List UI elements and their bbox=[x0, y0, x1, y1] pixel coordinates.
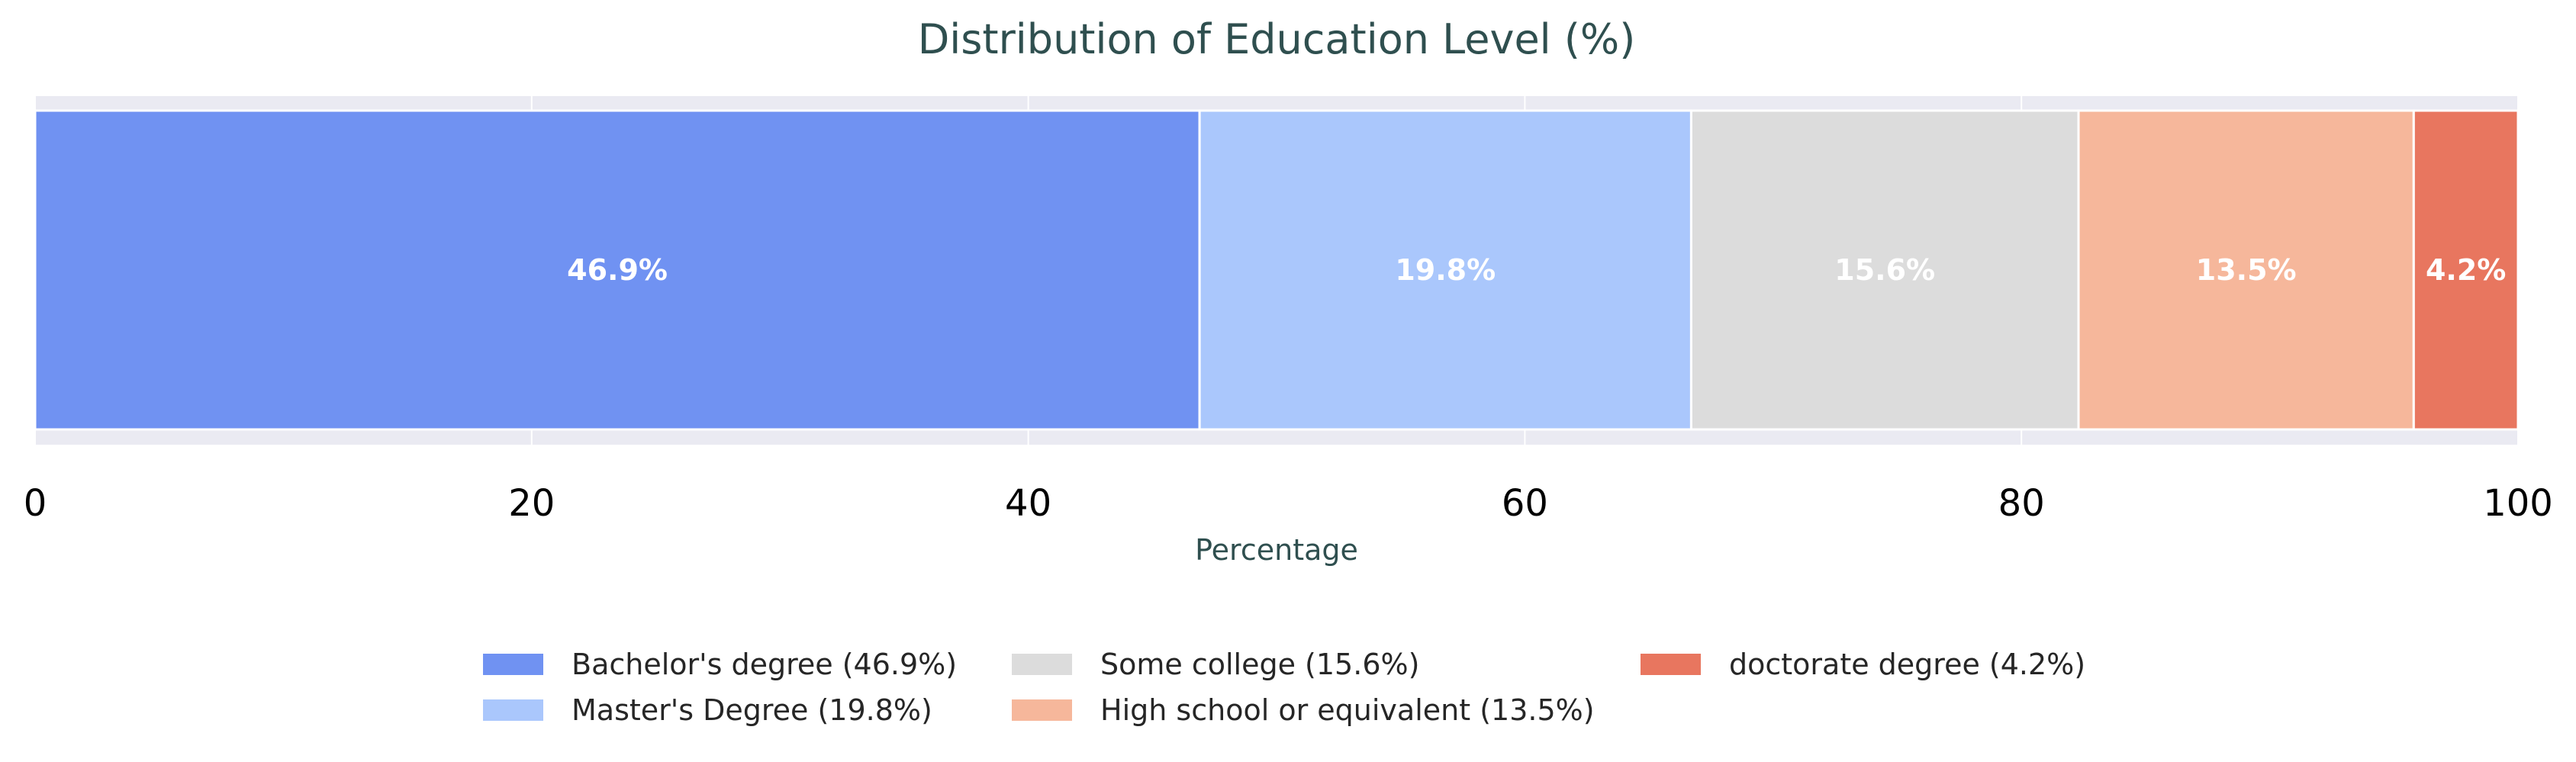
data-label-bachelor-s-degree: 46.9% bbox=[567, 253, 668, 287]
bar-segment-high-school-or-equivalent bbox=[2077, 109, 2415, 431]
legend-label-master-s-degree: Master's Degree (19.8%) bbox=[572, 693, 932, 727]
bar-segments bbox=[34, 109, 2520, 431]
legend-swatch-some-college bbox=[1012, 654, 1072, 675]
data-label-master-s-degree: 19.8% bbox=[1395, 253, 1496, 287]
legend-swatch-high-school-or-equivalent bbox=[1012, 699, 1072, 721]
data-label-high-school-or-equivalent: 13.5% bbox=[2196, 253, 2297, 287]
data-label-some-college: 15.6% bbox=[1834, 253, 1935, 287]
x-tick-label-20: 20 bbox=[508, 482, 555, 525]
legend-label-doctorate-degree: doctorate degree (4.2%) bbox=[1729, 648, 2085, 681]
bar-data-labels: 46.9% 19.8% 15.6% 13.5% 4.2% bbox=[567, 253, 2506, 287]
legend-swatch-bachelor-s-degree bbox=[483, 654, 543, 675]
x-tick-label-60: 60 bbox=[1502, 482, 1548, 525]
x-tick-label-80: 80 bbox=[1998, 482, 2045, 525]
legend-label-some-college: Some college (15.6%) bbox=[1100, 648, 1419, 681]
bar-segment-master-s-degree bbox=[1198, 109, 1692, 431]
x-tick-label-0: 0 bbox=[24, 482, 47, 525]
chart-title: Distribution of Education Level (%) bbox=[918, 15, 1636, 63]
legend-label-high-school-or-equivalent: High school or equivalent (13.5%) bbox=[1100, 693, 1595, 727]
x-tick-label-100: 100 bbox=[2483, 482, 2553, 525]
legend-label-bachelor-s-degree: Bachelor's degree (46.9%) bbox=[572, 648, 957, 681]
data-label-doctorate-degree: 4.2% bbox=[2426, 253, 2506, 287]
legend-swatch-doctorate-degree bbox=[1641, 654, 1701, 675]
legend: Bachelor's degree (46.9%) Master's Degree… bbox=[483, 648, 2085, 727]
bar-segment-doctorate-degree bbox=[2412, 109, 2520, 431]
x-axis-label: Percentage bbox=[1195, 533, 1358, 567]
x-tick-label-40: 40 bbox=[1005, 482, 1051, 525]
legend-swatch-master-s-degree bbox=[483, 699, 543, 721]
bar-segment-some-college bbox=[1689, 109, 2080, 431]
x-axis-ticks: 0 20 40 60 80 100 bbox=[24, 482, 2553, 525]
